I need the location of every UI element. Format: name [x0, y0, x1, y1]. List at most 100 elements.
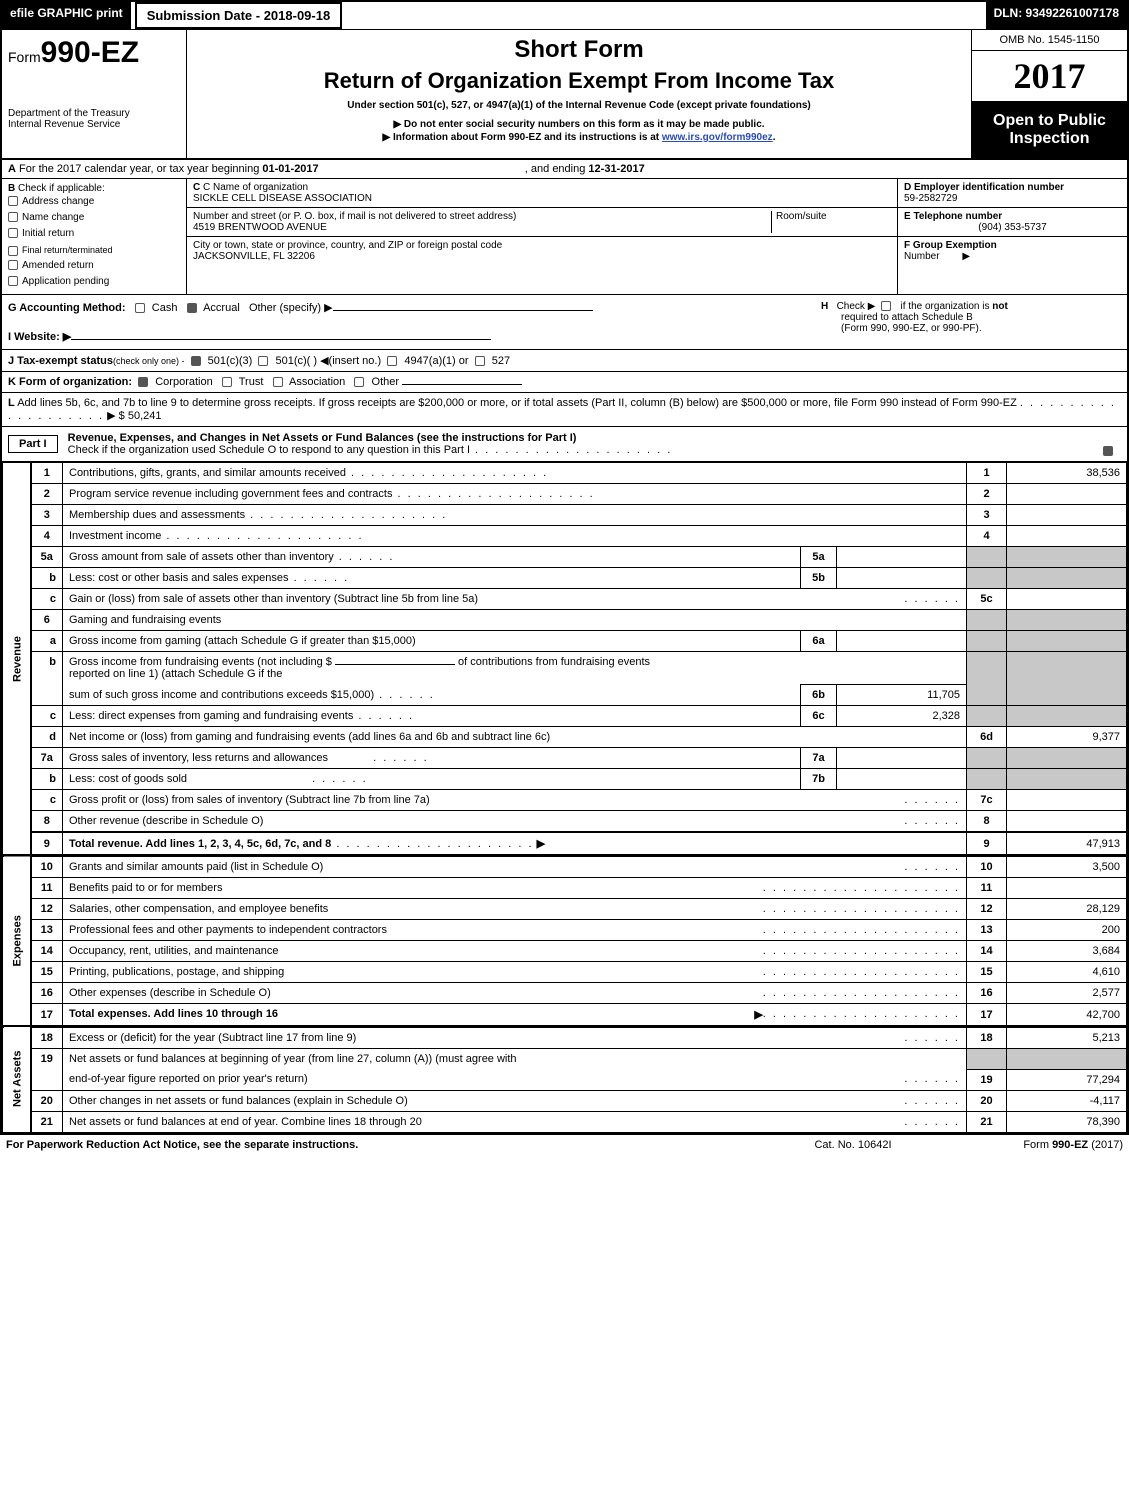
minival-6b: 11,705	[837, 685, 967, 706]
checkbox-checked-icon[interactable]	[138, 377, 148, 387]
k-label: K Form of organization:	[8, 376, 132, 388]
desc-7a: Gross sales of inventory, less returns a…	[63, 748, 801, 769]
arrow-icon: ▶	[754, 1008, 762, 1021]
d2: Program service revenue including govern…	[69, 488, 392, 500]
checkbox-checked-icon[interactable]	[187, 303, 197, 313]
desc-5a: Gross amount from sale of assets other t…	[63, 547, 801, 568]
checkbox-icon[interactable]	[273, 377, 283, 387]
d-label: D Employer identification number	[904, 182, 1064, 193]
dots	[904, 1116, 960, 1128]
e-value: (904) 353-5737	[904, 222, 1121, 233]
g-other-blank[interactable]	[333, 310, 593, 311]
box-17: 17	[967, 1004, 1007, 1026]
room-cell: Room/suite	[771, 211, 891, 233]
d13: Professional fees and other payments to …	[69, 924, 387, 936]
desc-9: Total revenue. Add lines 1, 2, 3, 4, 5c,…	[63, 832, 967, 855]
dept-irs: Internal Revenue Service	[8, 119, 180, 130]
d5b: Less: cost or other basis and sales expe…	[69, 572, 289, 584]
desc-18: Excess or (deficit) for the year (Subtra…	[63, 1027, 967, 1049]
h-if: if the organization is	[901, 301, 990, 312]
shadev-5b	[1007, 568, 1127, 589]
dots	[763, 987, 960, 999]
ln-5b: b	[31, 568, 63, 589]
shade-6b	[967, 652, 1007, 706]
part1-title: Revenue, Expenses, and Changes in Net As…	[68, 432, 577, 444]
chk-final[interactable]: Final return/terminated	[8, 242, 180, 258]
d7a: Gross sales of inventory, less returns a…	[69, 752, 328, 764]
d7b: Less: cost of goods sold	[69, 773, 187, 785]
d20: Other changes in net assets or fund bala…	[69, 1095, 408, 1107]
dots	[161, 530, 363, 542]
form-990ez: 990-EZ	[41, 36, 139, 69]
checkbox-icon[interactable]	[222, 377, 232, 387]
checkbox-icon[interactable]	[258, 356, 268, 366]
checkbox-icon	[8, 196, 18, 206]
chk-address-change[interactable]: Address change	[8, 194, 180, 210]
ln-2: 2	[31, 484, 63, 505]
ln-10: 10	[31, 856, 63, 878]
info-pre: ▶ Information about Form 990-EZ and its …	[383, 132, 662, 143]
ln-19: 19	[31, 1049, 63, 1091]
section-j: J Tax-exempt status(check only one) - 50…	[2, 350, 1127, 372]
shade-6a	[967, 631, 1007, 652]
tax-year: 2017	[972, 51, 1127, 102]
line-6c: c Less: direct expenses from gaming and …	[3, 706, 1127, 727]
k-trust: Trust	[239, 376, 264, 388]
desc-14: Occupancy, rent, utilities, and maintena…	[63, 941, 967, 962]
val-1: 38,536	[1007, 463, 1127, 484]
title-return: Return of Organization Exempt From Incom…	[193, 68, 965, 94]
k-other-blank[interactable]	[402, 384, 522, 385]
part1-check: Check if the organization used Schedule …	[68, 444, 470, 456]
f-arrow: ▶	[962, 251, 970, 262]
box-8: 8	[967, 811, 1007, 833]
line-5a: 5a Gross amount from sale of assets othe…	[3, 547, 1127, 568]
checkbox-checked-icon[interactable]	[191, 356, 201, 366]
val-17: 42,700	[1007, 1004, 1127, 1026]
irs-link[interactable]: www.irs.gov/form990ez	[662, 132, 773, 143]
box-5c: 5c	[967, 589, 1007, 610]
chk-name-change[interactable]: Name change	[8, 210, 180, 226]
d6b3: sum of such gross income and contributio…	[69, 689, 374, 701]
val-10: 3,500	[1007, 856, 1127, 878]
label-a: A	[8, 163, 16, 175]
form-page: efile GRAPHIC print Submission Date - 20…	[0, 0, 1129, 1135]
desc-6b-1: Gross income from fundraising events (no…	[63, 652, 967, 685]
chk-initial[interactable]: Initial return	[8, 226, 180, 242]
checkbox-icon[interactable]	[475, 356, 485, 366]
header-right: OMB No. 1545-1150 2017 Open to Public In…	[972, 30, 1127, 158]
dln-label: DLN: 93492261007178	[986, 2, 1127, 29]
ln-7c: c	[31, 790, 63, 811]
line-7c: c Gross profit or (loss) from sales of i…	[3, 790, 1127, 811]
city-value: JACKSONVILLE, FL 32206	[193, 251, 891, 262]
chk-pending[interactable]: Application pending	[8, 274, 180, 290]
top-bar: efile GRAPHIC print Submission Date - 20…	[2, 2, 1127, 30]
val-19: 77,294	[1007, 1069, 1127, 1090]
minival-6c: 2,328	[837, 706, 967, 727]
checkbox-icon[interactable]	[135, 303, 145, 313]
blank-6b[interactable]	[335, 664, 455, 665]
shadev-7a	[1007, 748, 1127, 769]
shadev-6	[1007, 610, 1127, 631]
shadev-7b	[1007, 769, 1127, 790]
a-pre: For the 2017 calendar year, or tax year …	[19, 163, 262, 175]
subtitle-section: Under section 501(c), 527, or 4947(a)(1)…	[193, 100, 965, 111]
footer-bold: 990-EZ	[1052, 1139, 1088, 1151]
desc-11: Benefits paid to or for members	[63, 878, 967, 899]
checkbox-icon[interactable]	[354, 377, 364, 387]
d6b2: reported on line 1) (attach Schedule G i…	[69, 668, 282, 680]
g-label: G Accounting Method:	[8, 302, 126, 314]
d4: Investment income	[69, 530, 161, 542]
checkbox-icon[interactable]	[387, 356, 397, 366]
d17: Total expenses. Add lines 10 through 16	[69, 1008, 278, 1020]
d9: Total revenue. Add lines 1, 2, 3, 4, 5c,…	[69, 838, 331, 850]
i-blank[interactable]	[71, 339, 491, 340]
line-6b-1: b Gross income from fundraising events (…	[3, 652, 1127, 685]
box-15: 15	[967, 962, 1007, 983]
checkbox-icon[interactable]	[881, 301, 891, 311]
checkbox-checked-icon[interactable]	[1103, 446, 1113, 456]
i-row: I Website: ▶	[8, 330, 821, 343]
chk-amended[interactable]: Amended return	[8, 258, 180, 274]
desc-2: Program service revenue including govern…	[63, 484, 967, 505]
line-19a: 19 Net assets or fund balances at beginn…	[3, 1049, 1127, 1070]
footer-left: For Paperwork Reduction Act Notice, see …	[6, 1139, 763, 1151]
